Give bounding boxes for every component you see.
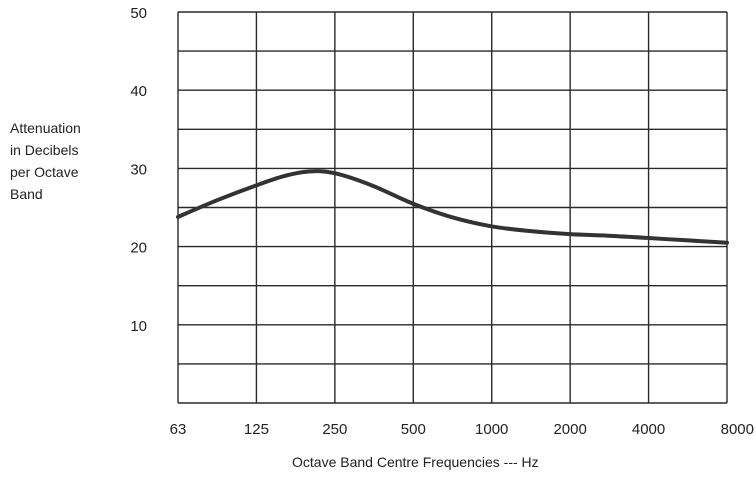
y-tick-label: 50 — [130, 5, 147, 22]
x-tick-label: 125 — [244, 421, 269, 438]
y-tick-labels: 10 20 30 40 50 — [130, 5, 147, 335]
x-tick-labels: 63 125 250 500 1000 2000 4000 8000 — [170, 421, 754, 438]
chart-grid — [177, 11, 728, 404]
x-tick-label: 4000 — [632, 421, 665, 438]
y-axis-label-line-1: Attenuation — [10, 120, 81, 136]
y-tick-label: 20 — [130, 240, 147, 257]
x-tick-label: 2000 — [553, 421, 586, 438]
y-axis-label-line-2: in Decibels — [10, 142, 79, 158]
y-tick-label: 40 — [130, 83, 147, 100]
y-axis-label: Attenuation in Decibels per Octave Band — [10, 117, 120, 205]
y-tick-label: 10 — [130, 318, 147, 335]
y-tick-label: 30 — [130, 161, 147, 178]
y-axis-label-line-3: per Octave — [10, 164, 79, 180]
y-axis-label-line-4: Band — [10, 186, 43, 202]
x-tick-label: 8000 — [721, 421, 754, 438]
attenuation-curve — [176, 169, 729, 245]
x-axis-label: Octave Band Centre Frequencies --- Hz — [292, 454, 539, 470]
x-tick-label: 500 — [401, 421, 426, 438]
x-tick-label: 1000 — [475, 421, 508, 438]
x-tick-label: 250 — [322, 421, 347, 438]
x-tick-label: 63 — [170, 421, 187, 438]
